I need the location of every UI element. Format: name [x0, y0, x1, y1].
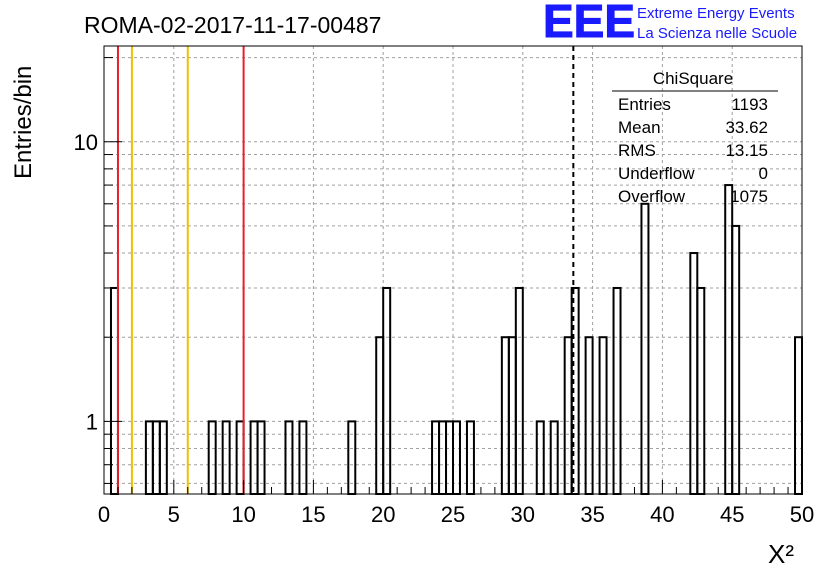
histogram-bin: [696, 286, 706, 496]
stats-value: 0: [759, 164, 768, 183]
histogram-bin: [640, 202, 650, 495]
histogram-bin: [563, 336, 573, 496]
histogram-bin: [724, 184, 734, 495]
x-tick-label: 15: [301, 502, 325, 527]
histogram-bin: [500, 336, 510, 496]
x-tick-label: 25: [441, 502, 465, 527]
histogram-bars: [109, 184, 804, 496]
stats-title: ChiSquare: [653, 69, 733, 88]
stats-value: 1075: [730, 187, 768, 206]
x-tick-label: 35: [580, 502, 604, 527]
stats-value: 1193: [731, 95, 768, 114]
x-tick-label: 30: [511, 502, 535, 527]
x-axis-label: Χ²: [768, 539, 794, 569]
stats-label: Entries: [618, 95, 671, 114]
y-tick-label: 10: [74, 130, 98, 155]
histogram-bin: [382, 286, 392, 496]
reference-lines: [116, 46, 575, 494]
histogram-bin: [507, 336, 517, 496]
stats-label: Underflow: [618, 164, 695, 183]
x-tick-label: 0: [98, 502, 110, 527]
histogram-bin: [794, 336, 804, 496]
histogram-bin: [598, 336, 608, 496]
y-tick-label: 1: [86, 409, 98, 434]
logo-line1: Extreme Energy Events: [637, 5, 795, 22]
x-tick-label: 40: [650, 502, 674, 527]
histogram-bin: [514, 286, 524, 496]
stats-box: ChiSquare Entries 1193 Mean 33.62 RMS 13.15 Un…: [612, 69, 778, 206]
y-axis-label: Entries/bin: [10, 66, 37, 179]
stats-label: Overflow: [618, 187, 686, 206]
eee-logo: EEE: [543, 0, 635, 47]
stats-label: Mean: [618, 118, 661, 137]
stats-value: 33.62: [725, 118, 768, 137]
axis-ticks: 0 5 10 15 20 25 30 35 40 45 50 1 10: [74, 57, 814, 527]
x-tick-label: 5: [168, 502, 180, 527]
x-tick-label: 45: [720, 502, 744, 527]
histogram-bin: [612, 286, 622, 496]
histogram-bin: [375, 336, 385, 496]
histogram-bin: [584, 336, 594, 496]
histogram-bin: [689, 252, 699, 495]
logo-line2: La Scienza nelle Scuole: [637, 25, 797, 42]
stats-label: RMS: [618, 141, 656, 160]
x-tick-label: 20: [371, 502, 395, 527]
histogram-bin: [109, 286, 119, 496]
x-tick-label: 10: [231, 502, 255, 527]
run-title: ROMA-02-2017-11-17-00487: [84, 12, 381, 38]
histogram-bin: [731, 224, 741, 495]
x-tick-label: 50: [790, 502, 814, 527]
stats-value: 13.15: [725, 141, 768, 160]
